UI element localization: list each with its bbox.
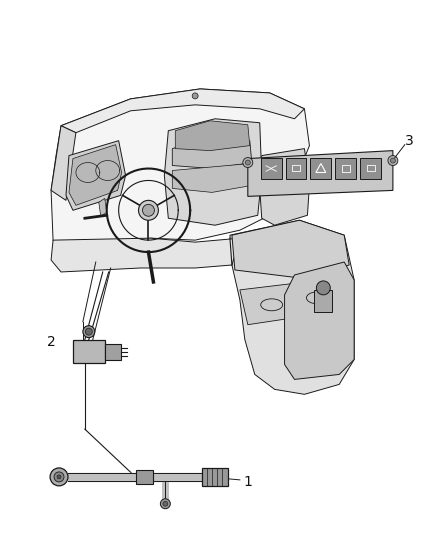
Circle shape (160, 499, 170, 508)
Circle shape (50, 468, 68, 486)
Text: 2: 2 (47, 335, 56, 349)
Polygon shape (260, 149, 309, 225)
Bar (261, 158, 282, 180)
Circle shape (316, 281, 330, 295)
Polygon shape (230, 220, 354, 394)
Bar (286, 158, 307, 180)
Bar (73, 340, 105, 364)
Polygon shape (175, 121, 250, 151)
Circle shape (163, 501, 168, 506)
Bar (311, 158, 331, 180)
Bar (342, 165, 350, 173)
Circle shape (138, 200, 159, 220)
Text: 3: 3 (406, 134, 414, 148)
Polygon shape (285, 262, 354, 379)
Polygon shape (240, 278, 347, 325)
Bar (335, 158, 356, 180)
Polygon shape (248, 151, 393, 196)
Circle shape (388, 156, 398, 166)
Circle shape (85, 328, 92, 335)
Bar (360, 158, 381, 180)
Bar (292, 165, 300, 172)
Polygon shape (61, 89, 304, 133)
Bar (367, 165, 374, 172)
Circle shape (390, 158, 396, 163)
Polygon shape (51, 89, 309, 255)
Circle shape (83, 326, 95, 337)
Polygon shape (172, 164, 252, 192)
Circle shape (54, 472, 64, 482)
Polygon shape (51, 238, 240, 272)
Polygon shape (66, 141, 126, 211)
Circle shape (57, 475, 61, 479)
Circle shape (142, 204, 155, 216)
Text: 1: 1 (244, 475, 252, 489)
Polygon shape (51, 126, 76, 200)
Circle shape (245, 160, 250, 165)
Polygon shape (172, 136, 252, 168)
Bar (105, 344, 120, 360)
Circle shape (192, 93, 198, 99)
Polygon shape (232, 220, 349, 278)
Circle shape (243, 158, 253, 167)
Bar (202, 468, 228, 486)
Bar (314, 290, 332, 312)
Polygon shape (164, 119, 262, 225)
Polygon shape (99, 198, 107, 216)
Bar (135, 470, 153, 484)
Polygon shape (69, 144, 122, 205)
